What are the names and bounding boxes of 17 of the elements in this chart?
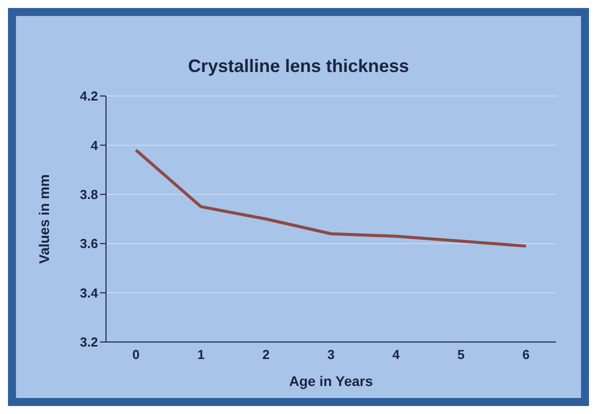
x-tick-label: 5: [457, 347, 465, 362]
x-tick-label: 1: [197, 347, 205, 362]
y-tick-label: 4: [90, 138, 99, 153]
y-tick-label: 3.6: [80, 236, 98, 252]
x-axis-title: Age in Years: [289, 373, 374, 389]
chart-title: Crystalline lens thickness: [186, 56, 410, 77]
x-tick-label: 0: [132, 347, 140, 362]
x-tick-label: 6: [522, 347, 530, 362]
y-axis-title: Values in mm: [36, 174, 52, 264]
x-tick-label: 3: [327, 347, 335, 362]
line-series: [134, 148, 528, 248]
y-tick-label: 3.2: [80, 334, 98, 350]
y-tick-label: 3.8: [80, 187, 98, 202]
y-tick-label: 3.4: [80, 285, 99, 300]
x-tick-label: 4: [392, 347, 400, 362]
x-tick-label: 2: [262, 347, 270, 362]
y-tick-label: 4.2: [80, 88, 98, 104]
